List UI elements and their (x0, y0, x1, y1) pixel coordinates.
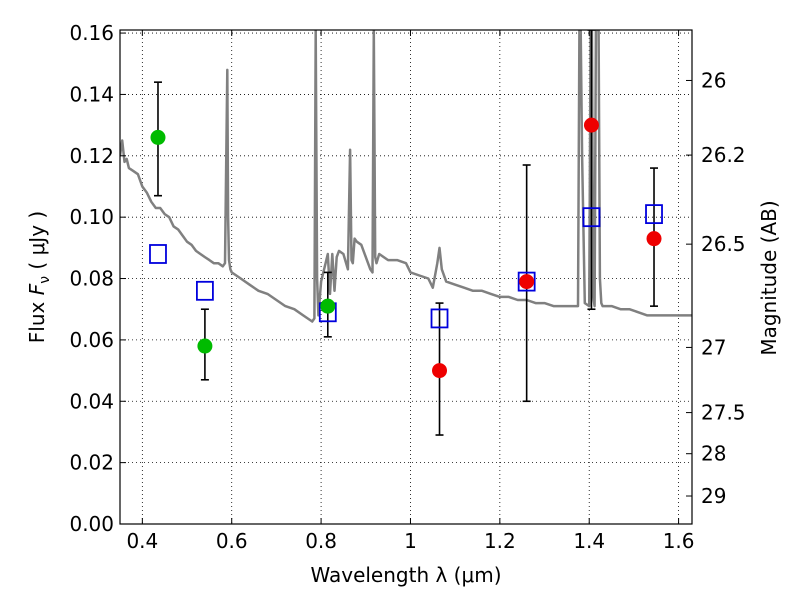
y2-tick-label: 26.5 (701, 232, 746, 256)
observed-flux-points (150, 117, 662, 379)
observed-flux-point (197, 338, 213, 354)
model-photometry-square (517, 271, 536, 292)
y2-tick-label: 27.5 (701, 401, 746, 425)
plot-frame (119, 29, 693, 525)
x-tick-label: 1 (404, 529, 417, 553)
model-photometry-square (149, 244, 167, 264)
x-tick-label: 0.4 (126, 529, 158, 553)
x-axis-label: Wavelength λ (μm) (310, 563, 501, 587)
model-photometry-square (645, 204, 663, 224)
y-tick-label: 0.06 (69, 328, 114, 352)
model-photometry-square (430, 308, 449, 329)
y-tick-label: 0.16 (69, 21, 114, 45)
observed-flux-point (583, 117, 599, 133)
observed-flux-point (150, 129, 166, 145)
y-tick-label: 0.08 (69, 267, 114, 291)
plot-data (120, 30, 692, 436)
x-tick-label: 1.4 (573, 529, 605, 553)
observed-flux-point (320, 298, 336, 314)
observed-flux-point (519, 274, 535, 290)
observed-flux-point (646, 231, 662, 247)
x-axis-ticks: 0.4 0.6 0.8 1 1.2 1.4 1.6 (126, 30, 695, 553)
y-tick-label: 0.04 (69, 389, 114, 413)
y-axis-label-subscript: ν (37, 276, 53, 284)
y2-axis-label: Magnitude (AB) (757, 200, 781, 355)
y-axis-label-suffix: ( μJy ) (25, 211, 49, 276)
y-tick-label: 0.12 (69, 144, 114, 168)
model-photometry-square (196, 280, 214, 301)
y-tick-label: 0.00 (69, 512, 114, 536)
y-tick-label: 0.14 (69, 82, 114, 106)
x-tick-label: 1.6 (663, 529, 695, 553)
y2-tick-label: 26.2 (701, 143, 746, 167)
y2-axis-ticks: 26 26.2 26.5 27 27.5 28 29 (686, 68, 746, 508)
sed-spectrum-line (120, 30, 692, 323)
y2-tick-label: 27 (701, 335, 726, 359)
y-tick-label: 0.10 (69, 205, 114, 229)
x-tick-label: 0.8 (305, 529, 337, 553)
y2-tick-label: 29 (701, 484, 726, 508)
y-axis-label: Flux Fν ( μJy ) (25, 211, 53, 343)
y-axis-label-prefix: Flux (25, 295, 49, 343)
y2-tick-label: 28 (701, 442, 726, 466)
x-tick-label: 1.2 (484, 529, 516, 553)
model-photometry-square (582, 207, 601, 228)
y-axis-label-symbol: F (25, 283, 49, 295)
y2-tick-label: 26 (701, 68, 726, 92)
y-tick-label: 0.02 (69, 451, 114, 475)
observed-flux-point (432, 363, 448, 379)
x-tick-label: 0.6 (216, 529, 248, 553)
y-axis-ticks: 0.00 0.02 0.04 0.06 0.08 0.10 0.12 0.14 0.16 (69, 21, 126, 536)
